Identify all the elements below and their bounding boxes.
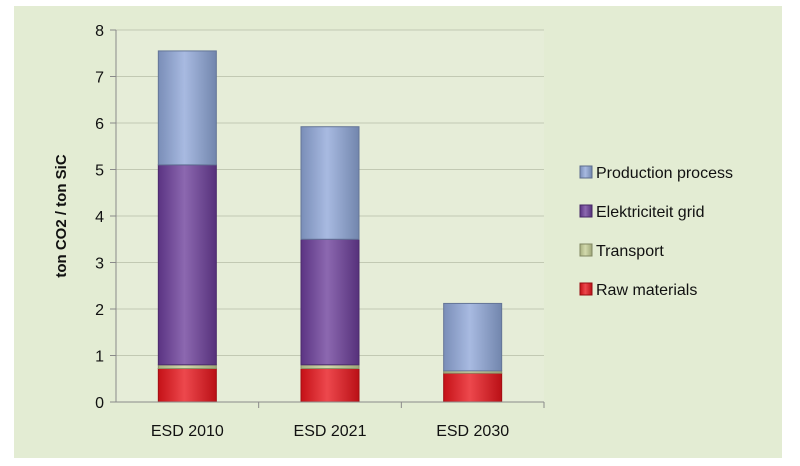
bars [157, 50, 503, 403]
legend-label-transport: Transport [596, 243, 664, 260]
y-tick-label: 3 [95, 256, 104, 273]
bar-segment-elektriciteit-grid [300, 238, 360, 366]
legend-label-production-process: Production process [596, 165, 733, 182]
bar-segment-transport [157, 364, 217, 370]
x-category-label: ESD 2010 [151, 423, 224, 440]
x-category-label: ESD 2021 [294, 423, 367, 440]
bar-segment-raw-materials [443, 372, 503, 403]
bar-segment-elektriciteit-grid [157, 164, 217, 366]
legend-swatch-raw-materials [579, 282, 593, 296]
legend-swatch-transport [579, 243, 593, 257]
bar-segment-raw-materials [157, 368, 217, 403]
y-tick-label: 7 [95, 70, 104, 87]
y-axis-label: ton CO2 / ton SiC [53, 154, 70, 277]
bar-segment-production-process [300, 126, 360, 240]
legend-swatch-production-process [579, 165, 593, 179]
legend-label-elektriciteit-grid: Elektriciteit grid [596, 204, 704, 221]
x-category-label: ESD 2030 [436, 423, 509, 440]
bar-segment-transport [300, 364, 360, 370]
y-tick-labels: 0 1 2 3 4 5 6 7 8 [95, 23, 104, 412]
x-category-labels: ESD 2010 ESD 2021 ESD 2030 [151, 423, 509, 440]
bar-segment-raw-materials [300, 368, 360, 403]
y-tick-label: 8 [95, 23, 104, 40]
y-tick-label: 6 [95, 116, 104, 133]
legend: Production process Elektriciteit grid Tran… [579, 165, 733, 299]
legend-label-raw-materials: Raw materials [596, 282, 697, 299]
y-tick-label: 4 [95, 209, 104, 226]
bar-segment-production-process [443, 302, 503, 372]
y-tick-label: 5 [95, 163, 104, 180]
y-tick-label: 1 [95, 349, 104, 366]
axes [115, 30, 545, 408]
y-tick-label: 2 [95, 302, 104, 319]
y-tick-label: 0 [95, 395, 104, 412]
bar-segment-production-process [157, 50, 217, 166]
legend-swatch-elektriciteit-grid [579, 204, 593, 218]
